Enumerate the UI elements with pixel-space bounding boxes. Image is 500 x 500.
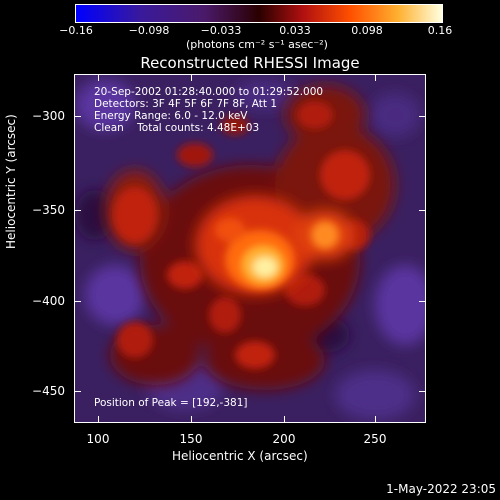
x-axis-label: Heliocentric X (arcsec) — [172, 449, 308, 463]
y-tickmark — [419, 210, 426, 211]
y-axis-label: Heliocentric Y (arcsec) — [4, 114, 18, 249]
info-clean-counts: Clean Total counts: 4.48E+03 — [94, 122, 260, 134]
colorbar-tick: −0.033 — [200, 24, 242, 37]
x-tickmark — [191, 74, 192, 81]
image-canvas — [75, 75, 425, 422]
y-tickmark — [74, 301, 81, 302]
colorbar-tick: 0.033 — [279, 24, 311, 37]
colorbar-tick: 0.16 — [427, 24, 453, 37]
colorbar — [75, 4, 443, 23]
y-tick-label: −450 — [32, 384, 65, 398]
y-tickmark — [74, 391, 81, 392]
x-tickmark — [375, 74, 376, 81]
y-tickmark — [419, 301, 426, 302]
info-peak-position: Position of Peak = [192,-381] — [94, 397, 248, 409]
rhessi-image — [74, 74, 426, 423]
info-energy-range: Energy Range: 6.0 - 12.0 keV — [94, 110, 248, 122]
y-tickmark — [74, 210, 81, 211]
info-time-range: 20-Sep-2002 01:28:40.000 to 01:29:52.000 — [94, 86, 324, 98]
x-tickmark — [284, 74, 285, 81]
x-tickmark — [98, 74, 99, 81]
x-tickmark — [375, 416, 376, 423]
colorbar-tick: −0.098 — [128, 24, 170, 37]
render-timestamp: 1-May-2022 23:05 — [386, 482, 496, 496]
colorbar-tick: −0.16 — [59, 24, 93, 37]
x-tickmark — [98, 416, 99, 423]
plot-title: Reconstructed RHESSI Image — [140, 54, 360, 72]
x-tick-label: 100 — [86, 432, 110, 446]
x-tick-label: 200 — [272, 432, 296, 446]
info-detectors: Detectors: 3F 4F 5F 6F 7F 8F, Att 1 — [94, 98, 278, 110]
colorbar-tick: 0.098 — [351, 24, 383, 37]
x-tickmark — [191, 416, 192, 423]
x-tick-label: 250 — [363, 432, 387, 446]
x-tick-label: 150 — [179, 432, 203, 446]
x-tickmark — [284, 416, 285, 423]
y-tick-label: −400 — [32, 294, 65, 308]
y-tickmark — [74, 116, 81, 117]
y-tickmark — [419, 116, 426, 117]
colorbar-units: (photons cm⁻² s⁻¹ asec⁻²) — [186, 38, 328, 51]
y-tick-label: −300 — [32, 109, 65, 123]
y-tickmark — [419, 391, 426, 392]
y-tick-label: −350 — [32, 203, 65, 217]
